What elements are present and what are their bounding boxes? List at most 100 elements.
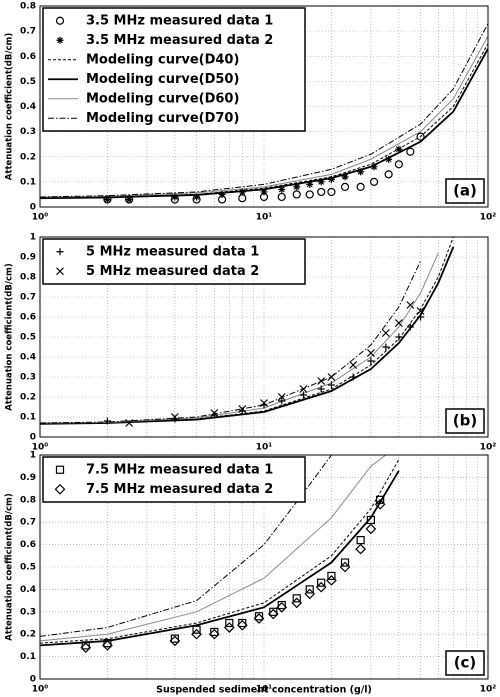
y-tick-label: 0.8 — [20, 273, 36, 283]
marker — [416, 132, 425, 141]
panel-label-box — [445, 178, 485, 204]
marker — [260, 188, 268, 196]
marker — [327, 381, 335, 389]
panel-label: (a) — [453, 182, 477, 200]
plot-content — [40, 23, 488, 204]
marker — [384, 170, 393, 179]
y-tick-label: 0.8 — [20, 495, 36, 505]
legend-box — [42, 238, 306, 285]
marker — [170, 634, 179, 643]
y-tick-label: 0.4 — [20, 353, 36, 363]
marker — [223, 622, 235, 633]
legend: 3.5 MHz measured data 1 3.5 MHz measured … — [42, 7, 306, 132]
y-tick-label: 0.1 — [20, 652, 36, 662]
panel: 10⁰ 10¹ 10² 0 0.1 0.2 0.3 0.4 0.5 0.6 0.7 0.8 0.9 1 At… — [5, 233, 497, 453]
marker — [339, 561, 351, 573]
panel-label-box — [445, 650, 485, 676]
plot-frame — [39, 454, 489, 680]
y-tick-label: 0 — [30, 203, 36, 213]
y-tick-label: 0.2 — [20, 630, 36, 640]
marker — [306, 180, 314, 188]
y-tick-label: 1 — [30, 451, 36, 461]
marker — [370, 163, 378, 171]
marker — [327, 187, 336, 197]
x-tick-label: 10² — [480, 685, 497, 695]
x-tick-label: 10² — [480, 443, 497, 453]
y-tick-label: 0.6 — [20, 540, 36, 550]
x-tick-label: 10¹ — [256, 685, 273, 695]
marker — [80, 642, 92, 653]
y-tick-label: 0.7 — [20, 293, 36, 303]
marker — [385, 155, 393, 163]
marker — [236, 619, 248, 631]
legend: 5 MHz measured data 1 5 MHz measured data… — [42, 238, 306, 285]
x-tick-label: 10¹ — [256, 213, 273, 223]
marker — [277, 600, 286, 610]
marker — [56, 248, 64, 256]
marker — [304, 588, 316, 600]
marker — [169, 635, 181, 647]
marker — [327, 373, 336, 381]
marker — [125, 195, 133, 203]
panel-label: (c) — [454, 654, 477, 672]
marker — [315, 581, 327, 593]
legend-box — [42, 456, 306, 503]
marker — [327, 175, 335, 183]
marker — [225, 618, 234, 628]
marker — [208, 628, 220, 640]
marker — [291, 597, 303, 609]
y-tick-label: 0.9 — [20, 473, 36, 483]
marker — [292, 594, 301, 603]
marker — [102, 640, 113, 651]
marker — [366, 349, 375, 357]
plot-content — [40, 455, 400, 653]
y-tick-label: 0.2 — [20, 152, 36, 162]
y-tick-label: 0.6 — [20, 52, 36, 62]
marker — [191, 628, 202, 640]
y-tick-label: 0.7 — [20, 518, 36, 528]
marker — [395, 333, 403, 341]
y-tick-label: 0.5 — [20, 77, 36, 87]
marker — [394, 160, 403, 169]
marker — [356, 536, 365, 545]
y-tick-label: 0.5 — [20, 333, 36, 343]
y-tick-label: 0.4 — [20, 102, 36, 112]
marker — [317, 178, 325, 186]
marker — [305, 585, 314, 594]
model-curve — [40, 459, 400, 644]
marker — [317, 187, 326, 197]
marker — [367, 357, 375, 365]
marker — [299, 391, 307, 399]
marker — [171, 193, 179, 201]
marker — [267, 608, 279, 620]
legend-label: 3.5 MHz measured data 2 — [86, 33, 273, 48]
marker — [299, 385, 308, 393]
marker — [103, 417, 111, 425]
x-tick-label: 10² — [480, 213, 497, 223]
y-tick-label: 0.1 — [20, 177, 36, 187]
marker — [293, 183, 301, 191]
marker — [326, 575, 337, 586]
legend: 7.5 MHz measured data 1 7.5 MHz measured … — [42, 456, 306, 503]
marker — [365, 523, 377, 535]
model-curve — [40, 455, 332, 637]
marker — [317, 385, 325, 393]
marker — [382, 343, 390, 351]
y-tick-label: 0 — [30, 433, 36, 443]
legend-label: 5 MHz measured data 1 — [86, 244, 259, 259]
marker — [210, 627, 219, 637]
panel: 10⁰ 10¹ 10² 0 0.1 0.2 0.3 0.4 0.5 0.6 0.7 0.8 Attenu… — [5, 2, 497, 223]
legend-label: Modeling curve(D40) — [86, 52, 239, 67]
marker — [305, 190, 314, 199]
marker — [406, 323, 414, 331]
marker — [381, 329, 390, 337]
marker — [277, 192, 286, 202]
marker — [317, 578, 326, 587]
marker — [417, 313, 425, 321]
legend-label: Modeling curve(D60) — [86, 91, 239, 106]
marker — [210, 409, 219, 417]
x-tick-label: 10⁰ — [32, 443, 49, 453]
marker — [341, 173, 349, 181]
marker — [193, 193, 201, 201]
marker — [278, 397, 286, 405]
